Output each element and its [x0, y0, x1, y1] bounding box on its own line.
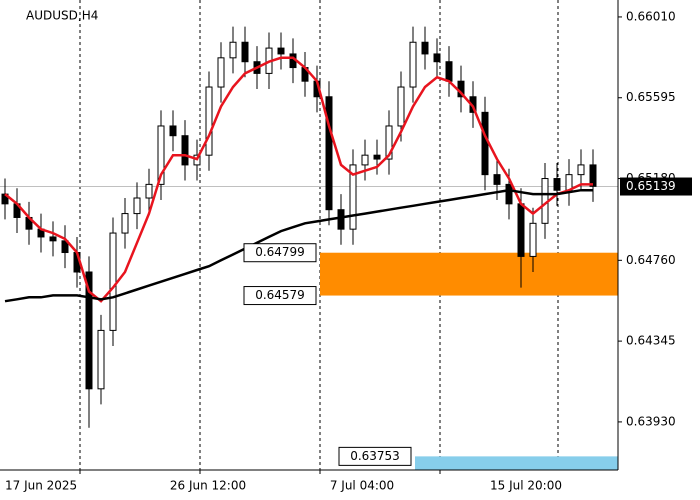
candle-body	[433, 53, 441, 63]
candle-body	[133, 197, 141, 215]
candle-body	[109, 232, 117, 331]
candle-body	[241, 41, 249, 63]
level-label-box	[243, 243, 317, 263]
candle-body	[493, 174, 501, 185]
y-tick-label: 0.64345	[626, 334, 676, 348]
chart-title: AUDUSD,H4	[26, 9, 98, 23]
level-label: 0.63753	[350, 449, 400, 463]
y-tick-label: 0.66010	[626, 9, 676, 23]
candle-body	[121, 213, 129, 234]
x-tick-label: 7 Jul 04:00	[330, 479, 394, 493]
candle-body	[49, 236, 57, 242]
x-tick-label: 15 Jul 20:00	[490, 479, 562, 493]
candle-body	[553, 178, 561, 191]
candle-body	[361, 154, 369, 166]
candle-body	[421, 41, 429, 55]
y-tick-label: 0.63930	[626, 414, 676, 428]
candle-body	[397, 86, 405, 127]
level-label: 0.64579	[255, 288, 305, 302]
candle-body	[145, 183, 153, 199]
candle-body	[481, 111, 489, 176]
price-label: 0.65139	[626, 179, 676, 193]
level-label-box	[338, 446, 412, 466]
candle-body	[373, 154, 381, 160]
candle-body	[157, 125, 165, 185]
candle-body	[577, 164, 585, 176]
candle-body	[97, 329, 105, 390]
candle-body	[217, 57, 225, 88]
candle-body	[337, 209, 345, 230]
marks	[0, 26, 618, 470]
candle-body	[181, 135, 189, 166]
candle-body	[517, 203, 525, 257]
candle-body	[385, 125, 393, 160]
candle-body	[349, 164, 357, 230]
candle-body	[505, 183, 513, 205]
candle-body	[325, 96, 333, 211]
candle-body	[409, 41, 417, 88]
candle-body	[229, 41, 237, 59]
moving-average	[4, 188, 593, 303]
candle-body	[589, 164, 597, 187]
candle-body	[277, 47, 285, 55]
x-tick-label: 26 Jun 12:00	[170, 479, 246, 493]
candle-body	[529, 222, 537, 257]
zone	[320, 252, 618, 296]
candle-body	[61, 240, 69, 254]
candle-body	[205, 86, 213, 156]
level-label-box	[243, 286, 317, 306]
level-label: 0.64799	[255, 245, 305, 259]
price-label-box	[620, 177, 692, 196]
x-tick-label: 17 Jun 2025	[5, 479, 77, 493]
zone	[415, 456, 618, 470]
candle-body	[445, 61, 453, 82]
y-tick-label: 0.65595	[626, 90, 676, 104]
y-tick-label: 0.64760	[626, 253, 676, 267]
candle-body	[85, 271, 93, 390]
candle-body	[169, 125, 177, 137]
